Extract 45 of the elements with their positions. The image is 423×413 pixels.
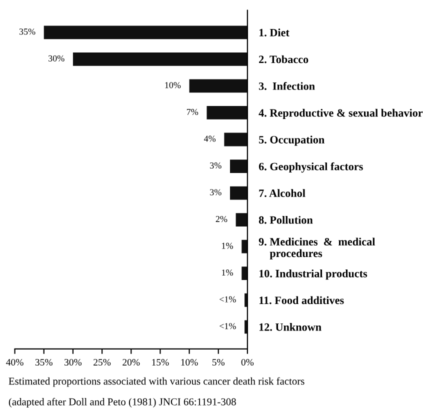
bar	[242, 240, 248, 254]
y-tick-label: 9. Medicines & medical procedures	[258, 238, 376, 260]
bar	[230, 160, 248, 173]
data-label: <1%	[220, 323, 236, 330]
data-label: 2%	[216, 216, 228, 222]
data-label: <1%	[220, 296, 236, 302]
data-label: 35%	[19, 28, 36, 35]
bar	[72, 52, 248, 66]
bar	[224, 132, 248, 146]
y-tick-label: 1. Diet	[259, 28, 290, 36]
bar	[189, 79, 248, 93]
y-tick-label: 6. Geophysical factors	[258, 162, 363, 173]
y-tick-label: 7. Alcohol	[259, 189, 306, 198]
data-label: 1%	[222, 242, 233, 249]
bar	[236, 213, 248, 227]
text: Estimated proportions associated with various cancer death risk factors	[8, 377, 304, 387]
y-tick-label: 8. Pollution	[258, 216, 313, 224]
y-tick-label: 11. Food additives	[259, 296, 344, 304]
x-tick-label: 35%	[35, 358, 52, 366]
data-label: 3%	[210, 162, 222, 169]
x-tick-label: 25%	[94, 358, 111, 366]
x-tick-label: 30%	[64, 358, 82, 366]
data-label: 10%	[165, 82, 181, 88]
y-tick-label: 10. Industrial products	[259, 270, 368, 280]
data-label: 1%	[222, 270, 233, 276]
bar	[230, 186, 248, 200]
data-label: 7%	[186, 108, 198, 116]
data-label: 30%	[48, 55, 64, 62]
text: (adapted after Doll and Peto (1981) JNCI 66:1191-308	[8, 398, 236, 408]
data-label: 4%	[204, 136, 216, 142]
x-tick-label: 5%	[212, 358, 225, 366]
y-tick-label: 4. Reproductive & sexual behavior	[258, 108, 423, 119]
y-tick-label: 12. Unknown	[259, 323, 322, 331]
x-tick-label: 0%	[241, 358, 254, 366]
y-tick-label: 3. Infection	[258, 82, 315, 90]
x-tick-label: 40%	[6, 358, 24, 366]
x-tick-label: 20%	[122, 358, 140, 366]
bar	[242, 266, 248, 280]
y-tick-label: 5. Occupation	[259, 136, 324, 146]
bar	[206, 106, 248, 120]
bar	[44, 26, 248, 40]
x-tick-label: 15%	[152, 358, 169, 366]
x-tick-label: 10%	[181, 358, 198, 366]
data-label: 3%	[210, 189, 222, 196]
y-tick-label: 2. Tobacco	[259, 55, 308, 64]
